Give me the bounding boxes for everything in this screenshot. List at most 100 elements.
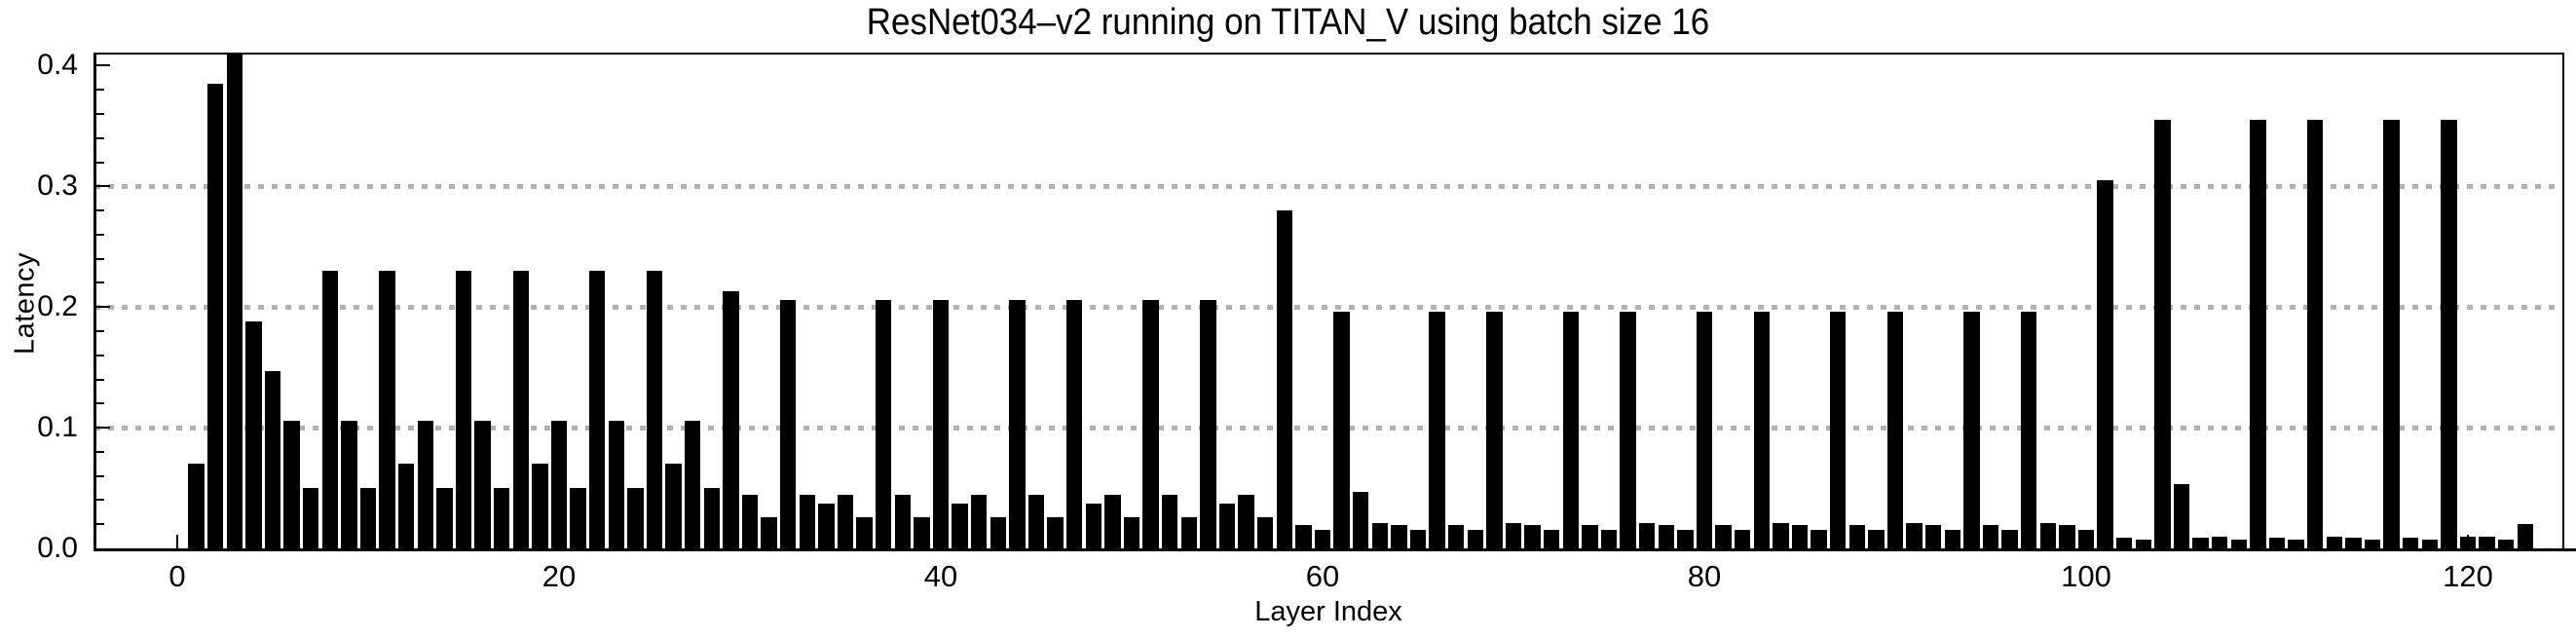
bar-layer-56 xyxy=(1238,495,1254,548)
x-major-tick-0 xyxy=(176,535,178,548)
bar-layer-66 xyxy=(1429,312,1445,548)
bar-layer-95 xyxy=(1982,525,1999,548)
bar-layer-61 xyxy=(1333,312,1350,548)
bar-layer-122 xyxy=(2498,540,2515,548)
bar-layer-71 xyxy=(1524,525,1541,548)
bar-layer-91 xyxy=(1906,522,1923,548)
bar-layer-93 xyxy=(1944,530,1960,548)
bar-layer-78 xyxy=(1658,525,1674,548)
bar-layer-52 xyxy=(1162,495,1178,548)
bar-layer-80 xyxy=(1696,312,1713,548)
bar-layer-111 xyxy=(2288,540,2304,548)
y-minor-tick xyxy=(96,402,104,405)
bar-layer-75 xyxy=(1600,530,1618,548)
bar-layer-5 xyxy=(264,370,281,548)
y-minor-tick xyxy=(96,474,104,477)
bar-layer-90 xyxy=(1886,312,1904,548)
bar-layer-6 xyxy=(283,420,300,548)
bar-layer-98 xyxy=(2039,522,2056,548)
bar-layer-116 xyxy=(2383,120,2400,548)
bar-layer-110 xyxy=(2268,537,2286,548)
bar-layer-17 xyxy=(494,488,510,548)
bar-layer-41 xyxy=(952,504,968,548)
bar-layer-40 xyxy=(932,299,950,548)
frame-left xyxy=(93,53,96,551)
x-tick-label-100: 100 xyxy=(2061,559,2111,593)
bar-layer-96 xyxy=(2001,530,2018,548)
bar-layer-64 xyxy=(1391,525,1407,548)
bar-layer-33 xyxy=(799,495,815,548)
chart-title: ResNet034–v2 running on TITAN_V using ba… xyxy=(866,2,1710,43)
bar-layer-102 xyxy=(2116,537,2133,548)
bar-layer-76 xyxy=(1620,312,1636,548)
bar-layer-9 xyxy=(341,420,357,548)
bar-layer-86 xyxy=(1811,530,1827,548)
bar-layer-31 xyxy=(761,516,777,548)
bar-layer-57 xyxy=(1257,516,1274,548)
y-minor-tick xyxy=(96,161,104,164)
bar-layer-104 xyxy=(2154,120,2171,548)
bar-layer-85 xyxy=(1791,525,1809,548)
bar-layer-119 xyxy=(2441,120,2457,548)
y-tick-label-0.0: 0.0 xyxy=(37,532,78,564)
bar-layer-72 xyxy=(1544,530,1560,548)
bar-layer-44 xyxy=(1009,299,1026,548)
bar-layer-77 xyxy=(1639,522,1656,548)
bar-layer-59 xyxy=(1295,525,1312,548)
bar-layer-11 xyxy=(379,271,395,548)
frame-top xyxy=(93,53,2564,55)
bar-layer-83 xyxy=(1753,312,1770,548)
y-major-tick-0.1 xyxy=(96,427,110,430)
bar-layer-32 xyxy=(780,299,797,548)
bar-layer-106 xyxy=(2192,537,2209,548)
bar-layer-81 xyxy=(1715,525,1732,548)
y-minor-tick xyxy=(96,378,104,381)
y-minor-tick xyxy=(96,112,104,115)
bar-layer-22 xyxy=(589,271,606,548)
bar-layer-14 xyxy=(436,488,453,548)
bar-layer-73 xyxy=(1562,312,1579,548)
x-tick-label-80: 80 xyxy=(1687,559,1722,593)
bar-layer-97 xyxy=(2021,312,2037,548)
x-tick-label-60: 60 xyxy=(1305,559,1340,593)
x-tick-label-20: 20 xyxy=(541,559,577,593)
bar-layer-67 xyxy=(1448,525,1465,548)
y-minor-tick xyxy=(96,523,104,526)
bar-layer-43 xyxy=(989,516,1006,548)
bar-layer-101 xyxy=(2097,180,2113,548)
y-tick-label-0.3: 0.3 xyxy=(37,169,78,203)
bar-layer-46 xyxy=(1047,516,1064,548)
bar-layer-29 xyxy=(723,291,739,548)
bar-layer-68 xyxy=(1467,530,1483,548)
bar-layer-105 xyxy=(2173,484,2190,548)
bar-layer-16 xyxy=(474,420,491,548)
y-minor-tick xyxy=(96,450,104,453)
y-major-tick-0.4 xyxy=(96,64,110,67)
y-tick-label-0.2: 0.2 xyxy=(37,290,78,323)
bar-layer-23 xyxy=(608,420,624,548)
y-minor-tick xyxy=(96,499,104,502)
bar-layer-74 xyxy=(1582,525,1598,548)
bar-layer-37 xyxy=(876,299,892,548)
bar-layer-47 xyxy=(1066,299,1083,548)
frame-right xyxy=(2562,53,2564,551)
bar-layer-18 xyxy=(512,271,529,548)
bar-layer-19 xyxy=(532,464,548,548)
bar-layer-84 xyxy=(1773,522,1789,548)
bar-layer-118 xyxy=(2421,540,2438,548)
y-minor-tick xyxy=(96,209,104,212)
bar-layer-45 xyxy=(1027,495,1045,548)
bar-layer-109 xyxy=(2250,120,2266,548)
bar-layer-12 xyxy=(398,464,415,548)
bar-layer-3 xyxy=(226,54,243,548)
bar-layer-89 xyxy=(1868,530,1885,548)
y-tick-label-0.1: 0.1 xyxy=(37,411,78,444)
bar-layer-24 xyxy=(627,488,644,548)
bar-layer-63 xyxy=(1371,522,1388,548)
bar-layer-8 xyxy=(321,271,338,548)
y-major-tick-0.2 xyxy=(96,306,110,309)
x-tick-label-120: 120 xyxy=(2443,559,2493,593)
bar-layer-123 xyxy=(2517,524,2533,548)
bar-layer-35 xyxy=(837,495,854,548)
bar-layer-54 xyxy=(1200,299,1216,548)
